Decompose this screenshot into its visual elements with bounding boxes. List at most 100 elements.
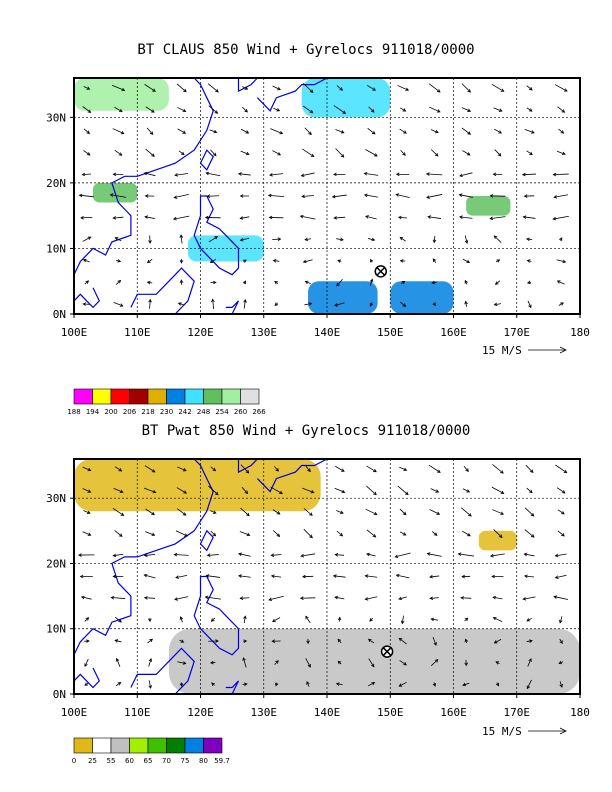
wind-vector: [78, 193, 94, 198]
colorbar-swatch: [147, 737, 167, 754]
wind-vector: [559, 638, 563, 644]
y-tick-label: 20N: [46, 557, 66, 570]
wind-vector: [526, 150, 533, 156]
wind-vector: [83, 150, 91, 156]
wind-vector: [148, 617, 152, 623]
wind-vector: [397, 485, 409, 496]
wind-vector: [241, 486, 249, 495]
wind-vector: [239, 216, 250, 220]
wind-vector: [526, 617, 532, 622]
wind-vector: [526, 639, 533, 643]
wind-vector: [113, 301, 124, 307]
wind-vector: [208, 105, 219, 114]
wind-vector: [177, 508, 187, 516]
wind-vector: [526, 280, 532, 285]
wind-vector: [495, 661, 500, 665]
wind-vector: [274, 660, 279, 665]
wind-vector: [144, 194, 155, 198]
wind-vector: [400, 615, 405, 625]
wind-vector: [300, 553, 315, 558]
wind-vector: [111, 84, 126, 92]
wind-vector: [82, 531, 92, 536]
wind-vector: [395, 573, 410, 579]
coastline: [193, 575, 240, 656]
colorbar-swatch: [240, 388, 260, 405]
wind-vector: [459, 215, 473, 219]
wind-vector: [395, 193, 410, 198]
wind-vector: [556, 259, 567, 264]
wind-vector: [429, 596, 439, 601]
wind-vector: [432, 682, 437, 687]
wind-vector: [461, 574, 471, 579]
wind-vector: [146, 127, 154, 135]
wind-vector: [552, 215, 569, 221]
wind-vector: [272, 617, 281, 623]
wind-vector: [143, 171, 156, 177]
wind-vector: [274, 466, 279, 472]
wind-vector: [365, 215, 377, 220]
shaded-region-dry-north: [74, 459, 321, 512]
colorbar-label: 75: [181, 757, 190, 765]
colorbar-label: 188: [67, 408, 80, 416]
wind-vector: [83, 86, 91, 90]
wind-vector: [84, 658, 89, 668]
wind-vector: [238, 172, 251, 176]
wind-vector: [366, 552, 376, 557]
wind-vector: [430, 617, 438, 622]
coastline: [73, 77, 214, 275]
wind-vector: [457, 552, 474, 557]
wind-vector: [431, 531, 438, 536]
wind-vector: [303, 508, 313, 516]
wind-vector: [426, 194, 443, 199]
wind-vector: [368, 106, 375, 113]
wind-vector: [143, 553, 156, 558]
wind-vector: [148, 658, 153, 667]
wind-vector: [367, 127, 376, 135]
wind-vector: [243, 639, 248, 643]
wind-vector: [335, 465, 345, 472]
coastline: [225, 680, 240, 695]
wind-vector: [204, 595, 221, 600]
wind-vector: [462, 488, 471, 493]
wind-vector: [179, 639, 185, 643]
wind-vector: [458, 193, 473, 198]
colorbar-swatch: [147, 388, 167, 405]
wind-vector: [270, 486, 283, 495]
wind-vector: [304, 127, 312, 136]
wind-vector: [211, 298, 215, 310]
wind-vector: [397, 215, 408, 220]
wind-vector: [269, 173, 283, 177]
wind-vector: [464, 235, 469, 244]
wind-vector: [336, 530, 344, 537]
wind-vector: [110, 595, 126, 600]
wind-vector: [145, 148, 155, 157]
colorbar-label: 194: [86, 408, 100, 416]
wind-vector: [147, 638, 154, 644]
shaded-region-cloud-nw: [74, 78, 169, 111]
wind-vector: [489, 194, 506, 198]
wind-vector: [174, 596, 189, 601]
wind-vector: [114, 237, 122, 242]
wind-vector: [114, 106, 123, 113]
wind-vector: [461, 83, 471, 93]
wind-vector: [559, 237, 563, 241]
wind-vector: [526, 259, 532, 263]
wind-vector: [210, 510, 217, 514]
wind-vector: [459, 172, 473, 178]
wind-vector: [462, 682, 470, 687]
wind-vector: [304, 280, 311, 285]
wind-vector: [331, 194, 347, 199]
wind-vector: [241, 86, 249, 90]
wind-vector: [526, 107, 533, 112]
wind-vector: [304, 302, 313, 306]
x-tick-label: 100E: [61, 326, 88, 339]
wind-vector: [304, 237, 312, 242]
wind-vector: [114, 530, 123, 537]
wind-vector: [210, 280, 217, 285]
coastline: [73, 458, 214, 656]
wind-vector: [302, 259, 313, 264]
colorbar-swatch: [92, 388, 112, 405]
wind-vector: [336, 510, 344, 514]
wind-vector: [274, 302, 279, 307]
wind-vector: [144, 84, 156, 92]
